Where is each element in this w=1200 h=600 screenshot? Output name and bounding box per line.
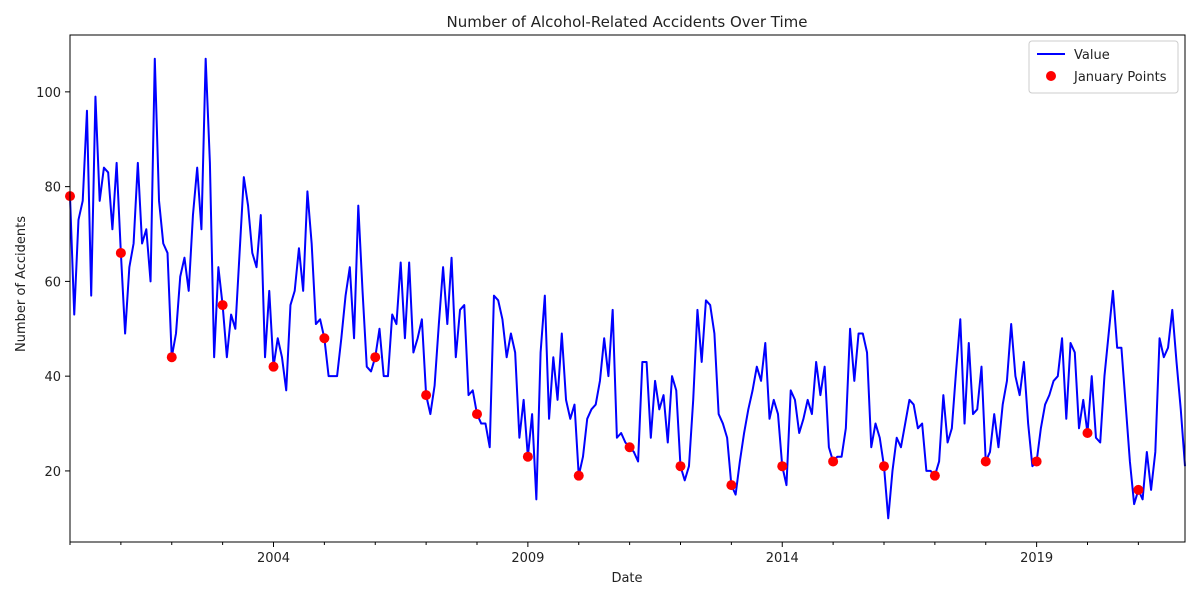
y-tick-label: 60 <box>44 275 61 290</box>
legend: Value January Points <box>1028 40 1179 94</box>
legend-point-swatch <box>1046 71 1056 81</box>
january-point <box>980 456 991 467</box>
january-point <box>573 470 584 481</box>
y-tick-label: 80 <box>44 181 61 196</box>
legend-label-january: January Points <box>1073 70 1167 85</box>
chart-title: Number of Alcohol-Related Accidents Over… <box>446 13 807 31</box>
x-tick-label: 2019 <box>1020 551 1053 566</box>
january-point <box>522 451 533 462</box>
y-tick-label: 100 <box>36 86 61 101</box>
x-tick-label: 2004 <box>257 551 290 566</box>
y-axis-title: Number of Accidents <box>14 216 29 352</box>
y-tick-label: 20 <box>44 465 61 480</box>
january-point <box>268 361 279 372</box>
january-point <box>828 456 839 467</box>
january-point <box>777 461 788 472</box>
legend-box <box>1028 40 1179 94</box>
x-tick-label: 2014 <box>766 551 799 566</box>
january-point <box>1133 484 1144 495</box>
plot-frame <box>69 34 1186 543</box>
axes: 20 40 60 80 100 2004 2009 2014 2019 <box>36 86 1139 566</box>
january-point <box>370 352 381 363</box>
january-point <box>421 390 432 401</box>
january-point <box>1082 428 1093 439</box>
x-tick-label: 2009 <box>511 551 544 566</box>
january-point <box>624 442 635 453</box>
january-point <box>472 409 482 420</box>
january-point <box>726 480 737 491</box>
january-point <box>319 333 330 344</box>
january-point <box>675 461 686 472</box>
january-point <box>878 461 889 472</box>
plot-area <box>65 57 1186 520</box>
january-point <box>115 247 126 258</box>
january-point <box>217 300 228 311</box>
january-point <box>1031 456 1042 467</box>
y-tick-label: 40 <box>44 370 61 385</box>
january-point <box>929 470 940 481</box>
legend-label-value: Value <box>1074 48 1110 63</box>
x-axis-title: Date <box>611 571 642 586</box>
january-point <box>166 352 177 363</box>
